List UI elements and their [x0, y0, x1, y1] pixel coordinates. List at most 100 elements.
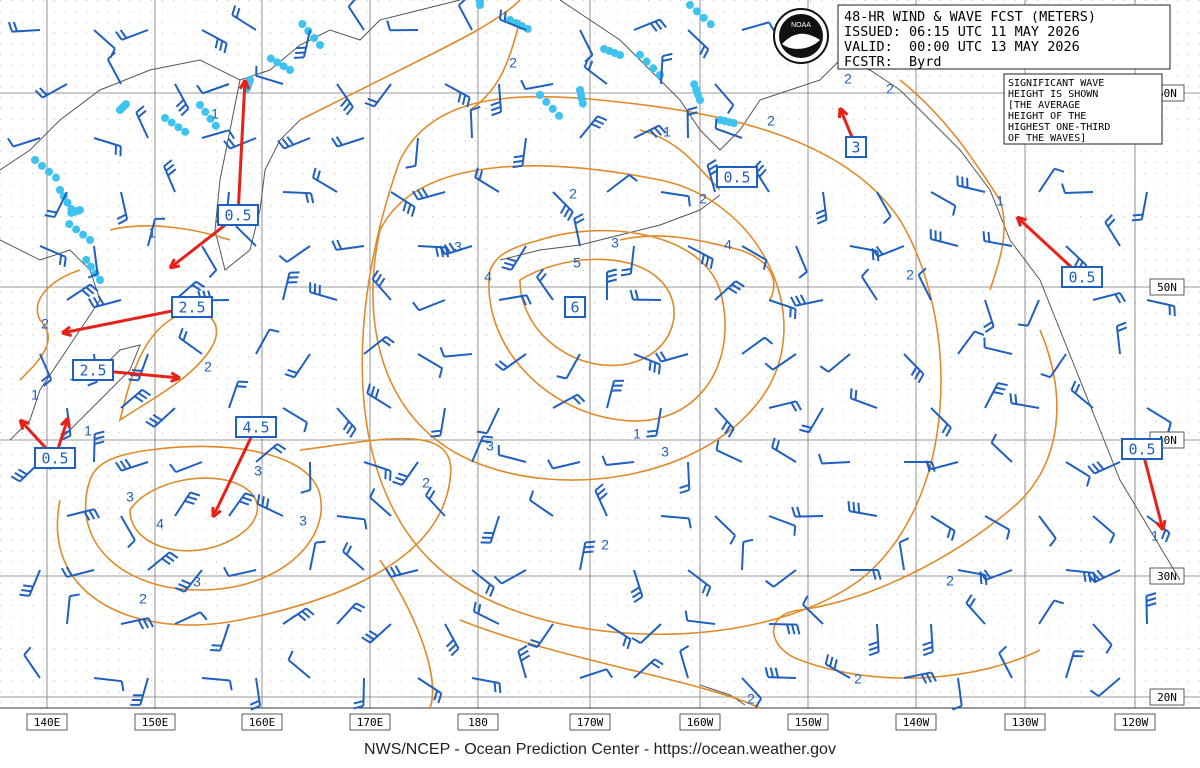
barb-feather — [238, 382, 248, 383]
wave-height-label: 0.5 — [1068, 269, 1095, 287]
lon-label: 150W — [795, 716, 822, 729]
barb-feather — [983, 231, 984, 241]
ice-dot — [72, 225, 80, 233]
barb-feather — [1133, 215, 1143, 216]
ice-dot — [579, 100, 587, 108]
barb-feather — [988, 232, 989, 242]
barb-staff — [471, 110, 472, 138]
lon-label: 140E — [34, 716, 61, 729]
ice-dot — [730, 119, 738, 127]
barb-feather — [716, 119, 717, 129]
ice-dot — [686, 1, 694, 9]
ice-dot — [649, 64, 657, 72]
ice-dot — [122, 100, 130, 108]
ice-dot — [298, 20, 306, 28]
barb-feather — [790, 307, 791, 317]
barb-feather — [431, 431, 441, 432]
contour-label: 1 — [996, 193, 1004, 209]
contour-label: 3 — [611, 235, 619, 251]
contour-label: 3 — [486, 438, 494, 454]
contour-label: 4 — [484, 269, 492, 285]
wave-height-label: 0.5 — [224, 207, 251, 225]
footer: NWS/NCEP - Ocean Prediction Center - htt… — [364, 741, 836, 758]
barb-feather — [855, 390, 856, 400]
contour-label: 2 — [41, 316, 49, 332]
barb-feather — [513, 166, 523, 167]
barb-feather — [647, 431, 657, 432]
ice-dot — [31, 156, 39, 164]
ice-dot — [690, 80, 698, 88]
ice-dot — [196, 101, 204, 109]
wave-height-label: 0.5 — [723, 169, 750, 187]
barb-feather — [495, 682, 496, 692]
barb-feather — [654, 363, 655, 373]
ice-dot — [656, 71, 664, 79]
contour-label: 2 — [699, 191, 707, 207]
ice-dot — [168, 119, 176, 127]
lat-label: 50N — [1157, 281, 1177, 294]
barb-feather — [1018, 324, 1028, 325]
barb-feather — [132, 370, 142, 371]
barb-feather — [583, 552, 593, 553]
contour-label: 2 — [946, 573, 954, 589]
ice-dot — [38, 162, 46, 170]
barb-feather — [585, 542, 595, 543]
lon-label: 160W — [687, 716, 714, 729]
logo-text: NOAA — [791, 22, 811, 29]
contour-label: 1 — [31, 387, 39, 403]
ice-dot — [45, 168, 53, 176]
barb-staff — [1065, 192, 1093, 193]
contour-label: 1 — [211, 106, 219, 122]
ice-dot — [267, 55, 275, 63]
ice-dot — [79, 231, 87, 239]
barb-feather — [848, 501, 849, 511]
contour-label: 4 — [724, 237, 732, 253]
wave-height-label: 3 — [851, 139, 860, 157]
barb-feather — [659, 364, 660, 374]
lat-label: 30N — [1157, 570, 1177, 583]
ice-dot — [536, 91, 544, 99]
barb-feather — [64, 257, 65, 267]
contour-label: 3 — [299, 513, 307, 529]
ice-dot — [161, 114, 169, 122]
barb-feather — [513, 161, 523, 162]
contour-label: 2 — [422, 475, 430, 491]
lat-label: 20N — [1157, 691, 1177, 704]
barb-feather — [296, 48, 306, 49]
contour-label: 3 — [193, 574, 201, 590]
ice-dot — [52, 174, 60, 182]
ice-dot — [542, 98, 550, 106]
barb-feather — [646, 436, 656, 437]
note-line: OF THE WAVES] — [1008, 133, 1086, 144]
barb-feather — [795, 309, 796, 319]
wave-height-label: 2.5 — [79, 362, 106, 380]
barb-feather — [236, 386, 246, 387]
ice-dot — [65, 220, 73, 228]
ice-dot — [201, 108, 209, 116]
barb-feather — [500, 10, 501, 20]
ice-dot — [82, 256, 90, 264]
lon-label: 140W — [903, 716, 930, 729]
barb-feather — [500, 683, 501, 693]
lon-label: 150E — [142, 716, 169, 729]
contour-label: 2 — [747, 691, 755, 707]
lon-label: 180 — [468, 716, 488, 729]
ice-dot — [600, 45, 608, 53]
lon-label: 130W — [1012, 716, 1039, 729]
header-line: FCSTR: Byrd — [844, 54, 942, 70]
barb-feather — [128, 380, 138, 381]
wave-height-label: 6 — [570, 299, 579, 317]
wave-height-label: 4.5 — [242, 419, 269, 437]
note-line: HEIGHT OF THE — [1008, 111, 1086, 122]
note-line: SIGNIFICANT WAVE — [1008, 78, 1104, 89]
barb-feather — [1015, 394, 1016, 404]
contour-label: 5 — [573, 255, 581, 271]
ice-dot — [174, 123, 182, 131]
ice-dot — [555, 112, 563, 120]
barb-feather — [430, 436, 440, 437]
barb-feather — [21, 590, 31, 591]
contour-label: 2 — [509, 55, 517, 71]
barb-feather — [584, 547, 594, 548]
contour-label: 3 — [454, 239, 462, 255]
barb-feather — [23, 585, 33, 586]
